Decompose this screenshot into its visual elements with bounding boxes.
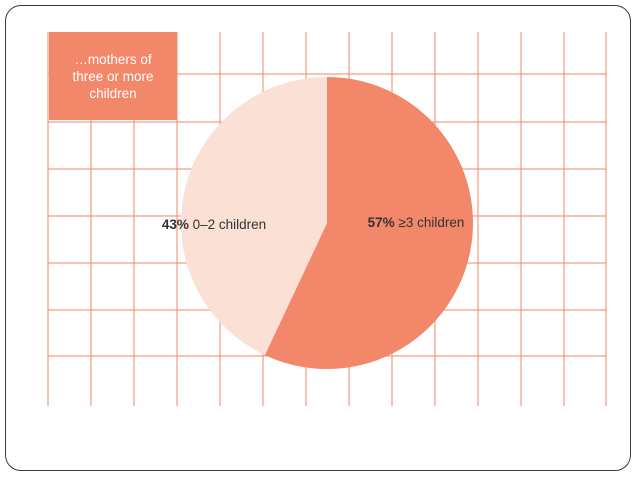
pie-slices xyxy=(181,77,474,369)
pie-slice-three-or-more xyxy=(264,77,474,369)
pie-chart: 57% ≥3 children 43% 0–2 children xyxy=(47,32,607,406)
slice-category: 0–2 children xyxy=(189,217,266,232)
slice-percent: 57% xyxy=(368,215,395,230)
slide-frame: 57% ≥3 children 43% 0–2 children …mothers… xyxy=(5,5,631,471)
slice-category: ≥3 children xyxy=(395,215,465,230)
slice-label-zero-to-two: 43% 0–2 children xyxy=(162,217,266,232)
caption-box: …mothers of three or more children xyxy=(49,32,177,120)
slice-percent: 43% xyxy=(162,217,189,232)
slice-label-three-or-more: 57% ≥3 children xyxy=(368,215,465,230)
caption-text: …mothers of three or more children xyxy=(72,51,154,101)
pie-labels: 57% ≥3 children 43% 0–2 children xyxy=(162,215,465,232)
pie-slice-zero-to-two xyxy=(181,77,327,356)
